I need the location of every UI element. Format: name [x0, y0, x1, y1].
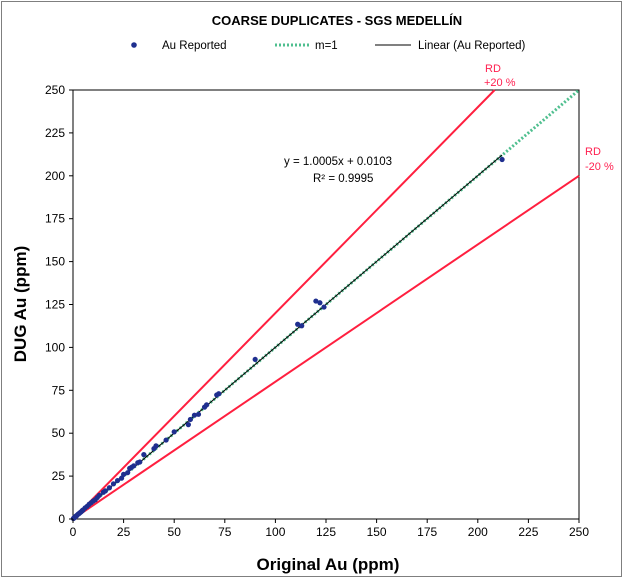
data-point	[141, 452, 147, 458]
data-point	[317, 300, 323, 306]
data-point	[195, 411, 202, 417]
data-point	[121, 471, 127, 477]
rd-minus-label-line2: -20 %	[585, 161, 614, 173]
data-point	[252, 356, 258, 363]
data-point	[185, 422, 191, 428]
y-tick-label: 200	[45, 169, 65, 183]
x-axis-title: Original Au (ppm)	[257, 555, 400, 574]
data-point	[114, 477, 121, 484]
reference-line-1	[72, 89, 496, 520]
data-point	[216, 391, 222, 397]
rd-plus-label-line1: RD	[485, 63, 501, 75]
data-point	[137, 459, 143, 465]
y-tick-label: 75	[52, 383, 66, 397]
data-point	[299, 323, 305, 329]
x-tick-label: 250	[569, 525, 589, 539]
reference-line-2	[72, 174, 580, 520]
r-squared-label: R² = 0.9995	[313, 173, 373, 185]
x-tick-label: 25	[117, 525, 131, 539]
data-point	[110, 481, 117, 487]
chart-title: COARSE DUPLICATES - SGS MEDELLÍN	[212, 13, 462, 28]
data-point	[96, 492, 102, 498]
data-point	[163, 437, 169, 443]
y-tick-label: 150	[45, 255, 65, 269]
rd-plus-label-line2: +20 %	[484, 77, 516, 89]
x-tick-label: 150	[367, 525, 387, 539]
data-point	[106, 485, 113, 491]
data-point	[131, 463, 137, 469]
y-tick-label: 125	[45, 298, 65, 312]
legend-label-m1: m=1	[315, 40, 338, 52]
y-tick-label: 175	[45, 212, 65, 226]
y-tick-label: 100	[45, 340, 65, 354]
regression-equation: y = 1.0005x + 0.0103	[284, 156, 392, 168]
legend-label-au-reported: Au Reported	[162, 40, 227, 52]
x-tick-label: 200	[468, 525, 488, 539]
linear-trendline	[72, 154, 503, 520]
x-tick-label: 175	[417, 525, 437, 539]
data-point	[171, 429, 177, 435]
y-tick-label: 25	[52, 469, 66, 483]
data-point	[102, 488, 108, 494]
data-point	[125, 470, 131, 476]
x-tick-label: 0	[70, 525, 77, 539]
x-tick-label: 225	[518, 525, 538, 539]
data-point	[203, 402, 210, 408]
legend-marker-au-reported	[131, 42, 137, 48]
x-tick-label: 125	[316, 525, 336, 539]
x-tick-label: 100	[265, 525, 285, 539]
y-tick-label: 225	[45, 126, 65, 140]
data-point	[321, 304, 327, 310]
legend: Au Reported m=1 Linear (Au Reported)	[131, 40, 526, 52]
y-tick-label: 250	[45, 83, 65, 97]
y-axis-ticks: 0 25 50 75 100 125 150 175 200 225 250	[45, 83, 73, 526]
x-axis-ticks: 0 25 50 75 100 125 150 175 200 225 250	[70, 519, 589, 539]
data-point	[295, 321, 301, 327]
x-tick-label: 75	[218, 525, 232, 539]
rd-minus-label-line1: RD	[585, 146, 601, 158]
y-tick-label: 50	[52, 426, 66, 440]
data-point	[187, 416, 193, 423]
y-tick-label: 0	[58, 512, 65, 526]
y-axis-title: DUG Au (ppm)	[11, 246, 30, 362]
x-tick-label: 50	[168, 525, 182, 539]
data-point	[313, 298, 319, 304]
data-point	[191, 412, 198, 418]
data-point	[499, 156, 505, 163]
data-points	[70, 156, 505, 522]
legend-label-linear: Linear (Au Reported)	[418, 40, 526, 52]
data-point	[153, 443, 159, 449]
trendline-group	[72, 154, 503, 520]
